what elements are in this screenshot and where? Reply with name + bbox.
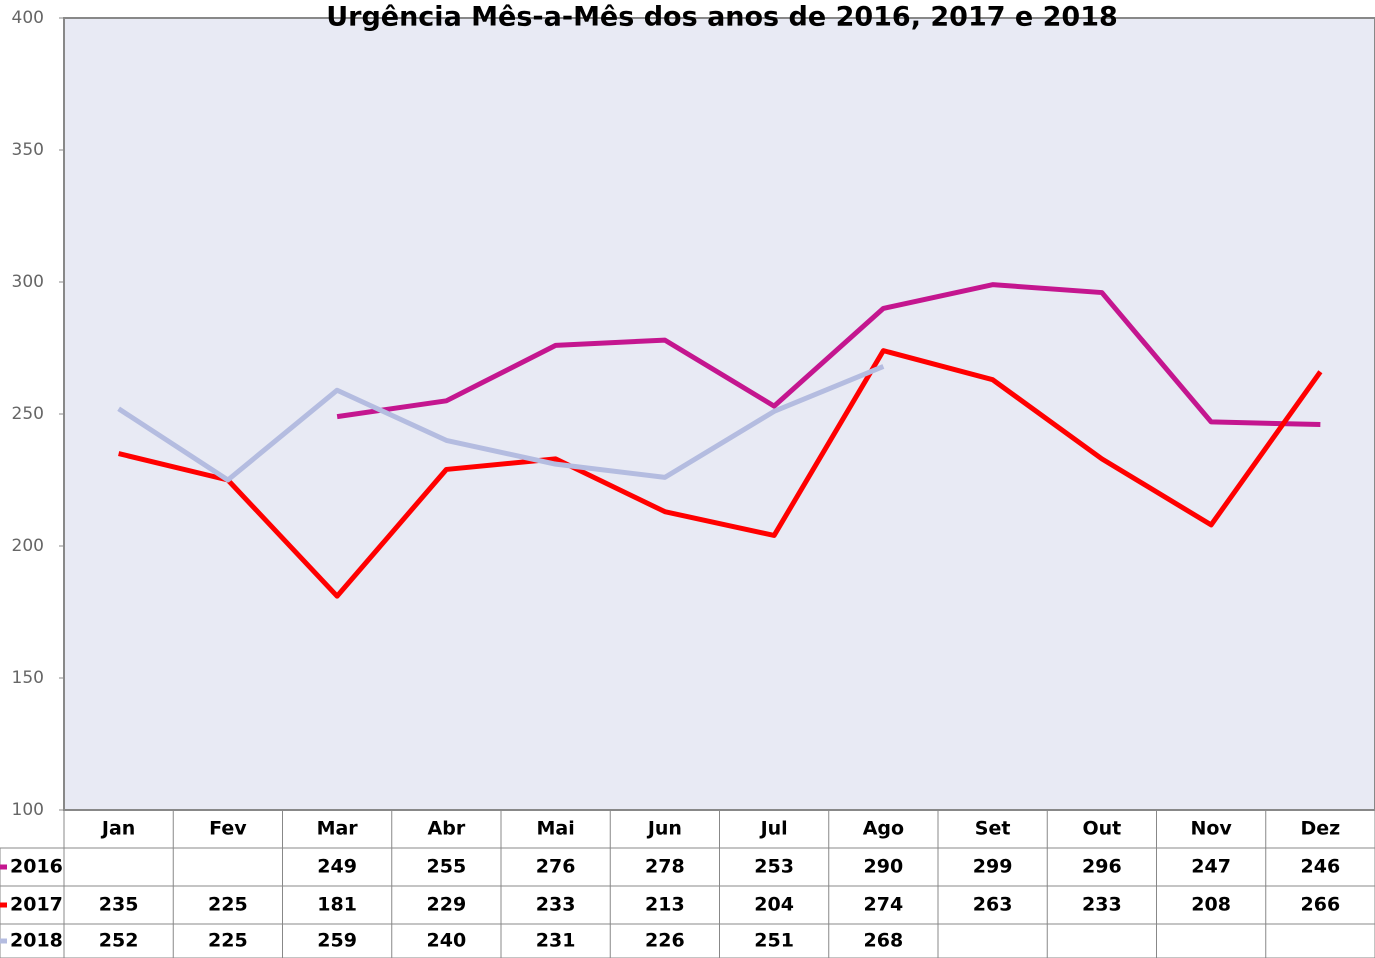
table-value: 240 bbox=[427, 930, 467, 952]
table-value: 251 bbox=[754, 930, 794, 952]
table-value: 249 bbox=[317, 856, 357, 878]
chart-title: Urgência Mês-a-Mês dos anos de 2016, 201… bbox=[326, 2, 1118, 33]
table-value: 204 bbox=[754, 894, 794, 916]
table-value: 229 bbox=[427, 894, 467, 916]
y-tick-label: 300 bbox=[12, 272, 44, 292]
y-tick-label: 350 bbox=[12, 140, 44, 160]
table-value: 263 bbox=[973, 894, 1013, 916]
series-line bbox=[117, 364, 885, 483]
y-tick-label: 200 bbox=[12, 536, 44, 556]
table-value: 225 bbox=[208, 930, 248, 952]
table-value: 213 bbox=[645, 894, 685, 916]
table-value: 276 bbox=[536, 856, 576, 878]
table-value: 253 bbox=[754, 856, 794, 878]
x-tick-label: Jan bbox=[100, 818, 135, 840]
x-tick-label: Ago bbox=[863, 818, 904, 840]
table-value: 259 bbox=[317, 930, 357, 952]
x-tick-label: Mar bbox=[317, 818, 359, 840]
table-value: 274 bbox=[864, 894, 904, 916]
y-tick-label: 100 bbox=[12, 800, 44, 820]
table-value: 181 bbox=[317, 894, 357, 916]
table-value: 208 bbox=[1191, 894, 1231, 916]
x-tick-label: Mai bbox=[537, 818, 575, 840]
table-value: 299 bbox=[973, 856, 1013, 878]
table-value: 231 bbox=[536, 930, 576, 952]
plot-area bbox=[63, 17, 1375, 811]
table-value: 268 bbox=[864, 930, 904, 952]
y-tick-label: 400 bbox=[12, 8, 44, 28]
y-tick-label: 150 bbox=[12, 668, 44, 688]
table-value: 296 bbox=[1082, 856, 1122, 878]
x-tick-label: Jun bbox=[646, 818, 682, 840]
table-value: 252 bbox=[99, 930, 139, 952]
table-value: 233 bbox=[1082, 894, 1122, 916]
series-line bbox=[336, 282, 1321, 428]
x-tick-label: Abr bbox=[428, 818, 466, 840]
table-value: 225 bbox=[208, 894, 248, 916]
table-value: 278 bbox=[645, 856, 685, 878]
x-tick-label: Jul bbox=[759, 818, 788, 840]
legend-label: 2017 bbox=[10, 894, 63, 916]
x-tick-label: Set bbox=[975, 818, 1011, 840]
table-value: 235 bbox=[99, 894, 139, 916]
table-value: 247 bbox=[1191, 856, 1231, 878]
table-value: 290 bbox=[864, 856, 904, 878]
x-tick-label: Fev bbox=[209, 818, 247, 840]
table-value: 233 bbox=[536, 894, 576, 916]
legend-label: 2016 bbox=[10, 856, 63, 878]
x-tick-label: Nov bbox=[1190, 818, 1232, 840]
table-value: 246 bbox=[1301, 856, 1341, 878]
table-value: 255 bbox=[427, 856, 467, 878]
table-value: 226 bbox=[645, 930, 685, 952]
x-tick-label: Out bbox=[1082, 818, 1121, 840]
table-value: 266 bbox=[1301, 894, 1341, 916]
series-line bbox=[118, 348, 1323, 599]
x-tick-label: Dez bbox=[1301, 818, 1341, 840]
y-tick-label: 250 bbox=[12, 404, 44, 424]
legend-label: 2018 bbox=[10, 930, 63, 952]
